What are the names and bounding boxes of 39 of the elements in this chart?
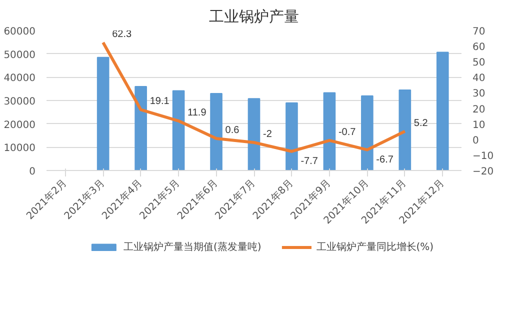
line-series (102, 40, 406, 153)
bar (286, 102, 298, 170)
data-label: 11.9 (188, 107, 207, 118)
y2-tick-label: 0 (472, 135, 479, 146)
y2-tick-label: −10 (472, 150, 494, 162)
legend-label: 工业锅炉产量同比增长(%) (316, 240, 434, 254)
bar (436, 52, 449, 170)
y2-tick-label: −20 (472, 166, 494, 178)
data-label: -2 (263, 129, 272, 140)
bar (323, 92, 336, 170)
y-tick-label: 50000 (4, 50, 36, 61)
y-tick-label: 60000 (4, 26, 36, 38)
bar (134, 86, 147, 170)
data-label: 0.6 (225, 124, 240, 136)
y2-tick-label: 10 (472, 120, 486, 131)
legend-label: 工业锅炉产量当期值(蒸发量吨) (123, 240, 262, 254)
data-label: 19.1 (150, 96, 170, 108)
y2-tick-label: 20 (472, 104, 486, 116)
y-tick-label: 40000 (4, 73, 36, 84)
chart-title: 工业锅炉产量 (209, 8, 299, 26)
bar (96, 56, 110, 170)
bar (361, 95, 374, 170)
bar (398, 90, 412, 170)
y2-tick-label: 30 (472, 88, 486, 100)
y-tick-label: 0 (29, 166, 36, 178)
y-tick-label: 30000 (4, 96, 36, 108)
y-tick-label: 10000 (4, 143, 36, 154)
y2-tick-label: 40 (472, 73, 486, 84)
y2-tick-label: 50 (472, 58, 486, 69)
bar (210, 93, 222, 170)
y2-tick-label: 70 (472, 26, 486, 38)
bar (248, 98, 260, 170)
y2-tick-label: 60 (472, 42, 486, 54)
data-label: -7.7 (300, 156, 318, 167)
bar (172, 90, 185, 170)
data-label: -0.7 (338, 126, 356, 138)
data-label: 5.2 (414, 118, 428, 129)
y-tick-label: 20000 (4, 120, 36, 131)
data-label: -6.7 (376, 154, 394, 166)
